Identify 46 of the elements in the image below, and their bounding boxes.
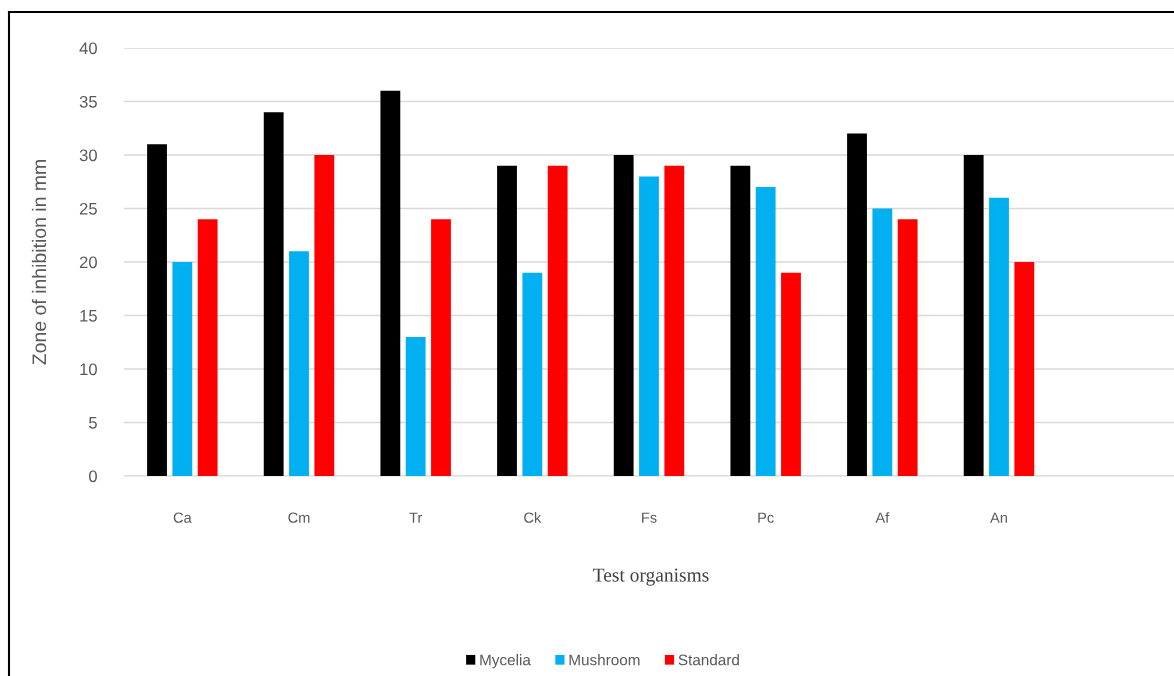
bar — [730, 165, 751, 476]
x-tick-label: Tr — [409, 512, 423, 523]
legend-label: Mycelia — [480, 654, 531, 669]
y-tick-label: 15 — [80, 310, 97, 322]
y-tick-label: 5 — [89, 417, 97, 429]
y-tick-label: 30 — [79, 149, 97, 162]
legend-label: Standard — [678, 654, 739, 666]
bar — [380, 90, 401, 476]
x-tick-label: Af — [875, 512, 890, 523]
bar — [263, 112, 284, 476]
x-tick-label: Fs — [642, 512, 657, 523]
y-tick-label: 40 — [79, 42, 97, 55]
x-axis-title: Test organisms — [593, 568, 709, 586]
bar — [147, 144, 167, 476]
bar — [989, 197, 1009, 476]
x-tick-label: Ca — [173, 512, 192, 523]
bar — [639, 176, 659, 476]
x-tick-label: Ck — [524, 512, 542, 523]
bar — [897, 219, 918, 476]
x-tick-label: Pc — [758, 512, 774, 523]
x-tick-label: An — [990, 512, 1007, 523]
bar — [613, 155, 634, 476]
y-tick-label: 10 — [80, 363, 97, 376]
bar — [847, 133, 867, 476]
bar — [1014, 262, 1035, 476]
bar — [781, 272, 801, 476]
legend-label: Mushroom — [569, 654, 640, 666]
bar — [963, 155, 984, 476]
bar — [547, 165, 568, 476]
bar — [405, 336, 426, 476]
x-tick-label: Cm — [288, 512, 310, 523]
bar — [289, 251, 309, 476]
y-tick-label: 0 — [88, 470, 97, 483]
bar — [197, 219, 218, 476]
bar — [314, 155, 335, 476]
y-tick-label: 25 — [79, 202, 97, 215]
bar — [755, 187, 776, 476]
bar — [872, 208, 893, 476]
bar — [497, 165, 517, 476]
bar — [664, 165, 685, 476]
bar — [522, 272, 543, 476]
bar — [172, 262, 193, 476]
bar — [431, 219, 451, 476]
y-tick-label: 35 — [79, 95, 97, 108]
y-tick-label: 20 — [79, 256, 97, 269]
y-axis-title: Zone of inhibition in mm — [31, 160, 47, 365]
